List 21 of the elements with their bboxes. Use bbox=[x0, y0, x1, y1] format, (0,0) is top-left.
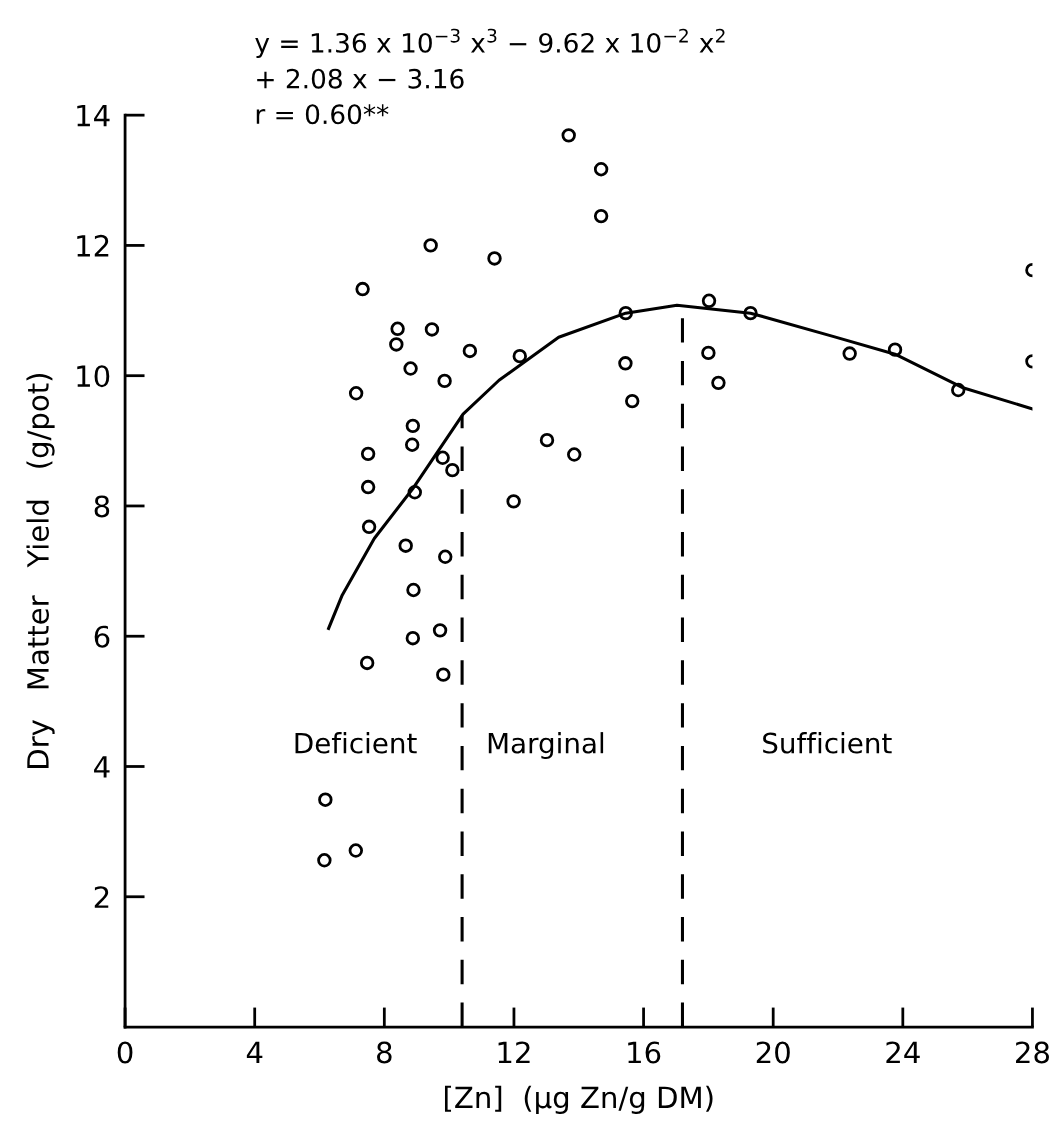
annotation: Marginal bbox=[488, 732, 604, 759]
x-axis-title: [Zn] (μg Zn/g DM) bbox=[444, 1085, 713, 1115]
text: y = 1.36 x 10$^{−3}$ x$^{3}$ − 9.62 x 10$^{−2}$ x$^{2}$ + 2.08 x − 3.16 r = 0.60** bbox=[255, 28, 725, 125]
y-tick-label: 4 bbox=[94, 756, 110, 778]
y-tick-label: 8 bbox=[94, 495, 110, 518]
y-tick-label: 12 bbox=[77, 234, 109, 257]
annotation: Deficient bbox=[295, 732, 417, 754]
x-tick-label: 28 bbox=[1016, 1041, 1049, 1064]
x-tick-label: 4 bbox=[246, 1041, 263, 1064]
y-tick-label: 2 bbox=[94, 886, 109, 908]
y-tick-label: 6 bbox=[94, 625, 110, 648]
x-tick-label: 16 bbox=[628, 1041, 661, 1064]
x-tick-label: 20 bbox=[756, 1041, 790, 1064]
annotation: Sufficient bbox=[763, 732, 892, 754]
y-tick-label: 14 bbox=[77, 104, 110, 127]
x-tick-label: 12 bbox=[498, 1041, 530, 1064]
x-tick-label: 0 bbox=[117, 1041, 133, 1064]
y-tick-label: 10 bbox=[77, 365, 110, 388]
x-tick-label: 8 bbox=[377, 1041, 392, 1064]
x-tick-label: 24 bbox=[886, 1041, 920, 1064]
y-axis-title: Dry Matter Yield (g/pot) bbox=[26, 373, 55, 768]
